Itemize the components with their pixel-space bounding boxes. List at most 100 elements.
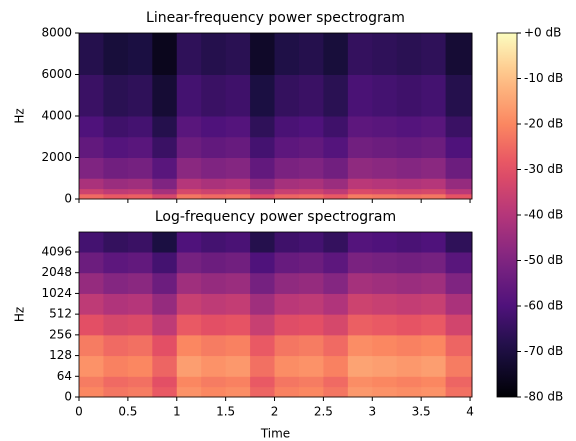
cell xyxy=(421,188,447,195)
cell xyxy=(445,272,473,294)
cell xyxy=(396,178,422,190)
cell xyxy=(396,376,422,388)
cell xyxy=(79,386,104,398)
cell xyxy=(225,33,251,75)
cell xyxy=(372,74,398,117)
cell xyxy=(152,33,178,75)
y-axis-label: Hz xyxy=(13,108,27,123)
cell xyxy=(445,116,473,138)
cell xyxy=(421,293,447,315)
cell xyxy=(372,376,398,388)
cell xyxy=(201,355,227,377)
cell xyxy=(421,74,447,117)
cell xyxy=(323,232,349,253)
cell xyxy=(250,334,276,357)
cell xyxy=(323,334,349,357)
colorbar-tick-label: -60 dB xyxy=(524,299,563,313)
cell xyxy=(274,252,300,274)
cell xyxy=(372,272,398,294)
cell xyxy=(274,188,300,195)
cell xyxy=(103,355,129,377)
cell xyxy=(250,252,276,274)
cell xyxy=(225,272,251,294)
cell xyxy=(298,136,324,158)
cell xyxy=(201,74,227,117)
cell xyxy=(421,252,447,274)
cell xyxy=(176,188,202,195)
x-tick-label: 0.5 xyxy=(118,405,137,419)
cell xyxy=(201,386,227,398)
colorbar-tick-label: -10 dB xyxy=(524,71,563,85)
cell xyxy=(201,188,227,195)
cell xyxy=(372,193,398,200)
x-tick-label: 2.5 xyxy=(314,405,333,419)
cell xyxy=(396,136,422,158)
cell xyxy=(396,334,422,357)
cell xyxy=(225,193,251,200)
cell xyxy=(421,376,447,388)
cell xyxy=(347,33,373,75)
cell xyxy=(298,188,324,195)
cell xyxy=(127,252,153,274)
y-tick-label: 128 xyxy=(49,348,72,362)
cell xyxy=(250,157,276,179)
cell xyxy=(225,334,251,357)
cell xyxy=(176,74,202,117)
cell xyxy=(274,116,300,138)
cell xyxy=(103,74,129,117)
cell xyxy=(347,293,373,315)
cell xyxy=(445,252,473,274)
cell xyxy=(176,334,202,357)
cell xyxy=(103,252,129,274)
cell xyxy=(396,232,422,253)
y-tick-label: 2000 xyxy=(41,150,72,164)
x-tick-label: 3.5 xyxy=(412,405,431,419)
cell xyxy=(298,178,324,190)
cell xyxy=(421,116,447,138)
cell xyxy=(421,386,447,398)
cell xyxy=(103,136,129,158)
chart-title: Log-frequency power spectrogram xyxy=(155,209,396,225)
cell xyxy=(274,178,300,190)
cell xyxy=(250,193,276,200)
cell xyxy=(396,314,422,336)
cell xyxy=(103,376,129,388)
cell xyxy=(421,157,447,179)
cell xyxy=(274,272,300,294)
cell xyxy=(274,314,300,336)
y-tick-label: 64 xyxy=(57,369,72,383)
cell xyxy=(152,386,178,398)
cell xyxy=(298,355,324,377)
cell xyxy=(274,293,300,315)
cell xyxy=(152,376,178,388)
cell xyxy=(201,178,227,190)
cell xyxy=(372,188,398,195)
y-tick-label: 4000 xyxy=(41,109,72,123)
cell xyxy=(274,355,300,377)
cell xyxy=(396,272,422,294)
cell xyxy=(421,232,447,253)
cell xyxy=(152,252,178,274)
cell xyxy=(176,355,202,377)
cell xyxy=(250,74,276,117)
cell xyxy=(298,157,324,179)
cell xyxy=(347,376,373,388)
cell xyxy=(152,178,178,190)
cell xyxy=(176,33,202,75)
cell xyxy=(103,116,129,138)
cell xyxy=(103,157,129,179)
cell xyxy=(127,293,153,315)
cell xyxy=(127,334,153,357)
cell xyxy=(225,252,251,274)
cell xyxy=(250,178,276,190)
cell xyxy=(250,232,276,253)
cell xyxy=(347,188,373,195)
colorbar-tick-label: -30 dB xyxy=(524,162,563,176)
cell xyxy=(250,136,276,158)
cell xyxy=(152,193,178,200)
cell xyxy=(396,355,422,377)
cell xyxy=(274,386,300,398)
cell xyxy=(103,386,129,398)
cell xyxy=(201,136,227,158)
cell xyxy=(201,272,227,294)
